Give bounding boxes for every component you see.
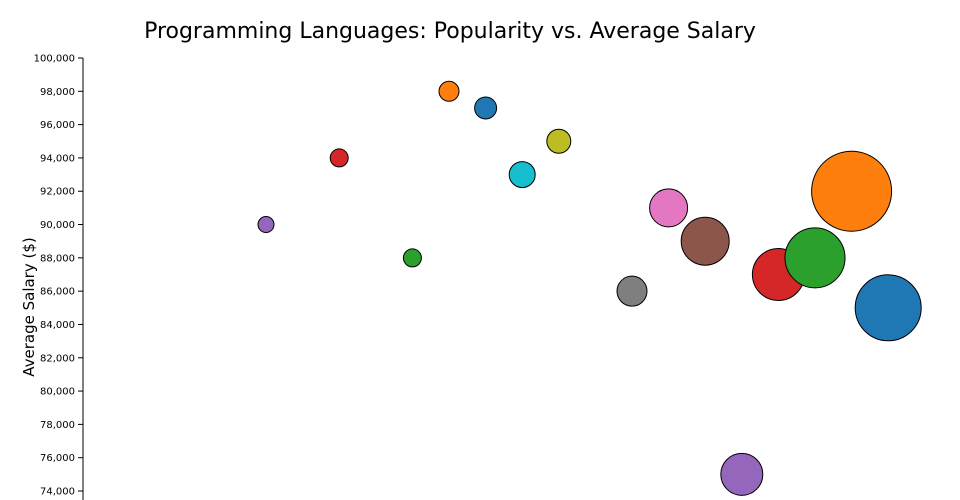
bubble-point <box>854 274 922 342</box>
bubble-point <box>811 150 893 232</box>
bubble-point <box>329 148 349 168</box>
y-tick-label: 78,000 <box>40 420 75 431</box>
bubble-point <box>616 275 648 307</box>
bubble-point <box>474 96 498 120</box>
y-axis-label: Average Salary ($) <box>20 237 38 377</box>
y-tick-label: 94,000 <box>40 153 75 164</box>
y-tick-label: 96,000 <box>40 120 75 131</box>
y-tick-label: 84,000 <box>40 320 75 331</box>
bubble-point <box>402 248 422 268</box>
bubbles-layer <box>257 80 922 496</box>
y-tick-label: 80,000 <box>40 387 75 398</box>
y-tick-label: 88,000 <box>40 253 75 264</box>
bubble-point <box>438 80 460 102</box>
y-tick-label: 76,000 <box>40 453 75 464</box>
bubble-point <box>680 216 730 266</box>
bubble-point <box>720 452 764 496</box>
bubble-point <box>257 216 275 234</box>
y-tick-label: 86,000 <box>40 287 75 298</box>
y-tick-label: 98,000 <box>40 87 75 98</box>
bubble-point <box>508 161 536 189</box>
y-axis-ticks: 74,000 76,000 78,000 80,000 82,000 84,000 86,0… <box>34 54 83 498</box>
y-tick-label: 100,000 <box>34 54 75 65</box>
bubble-point <box>546 128 572 154</box>
y-tick-label: 82,000 <box>40 353 75 364</box>
y-tick-label: 74,000 <box>40 487 75 498</box>
bubble-point <box>784 227 846 289</box>
bubble-point <box>649 188 689 228</box>
y-tick-label: 90,000 <box>40 220 75 231</box>
chart-title: Programming Languages: Popularity vs. Av… <box>144 19 756 44</box>
y-tick-label: 92,000 <box>40 187 75 198</box>
